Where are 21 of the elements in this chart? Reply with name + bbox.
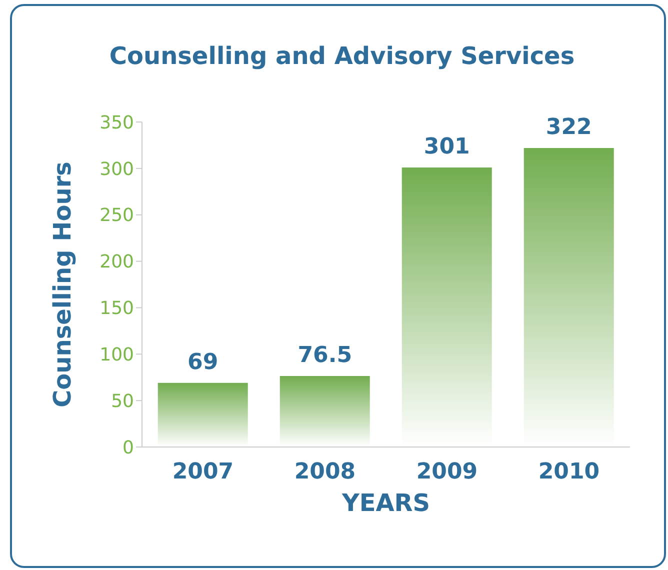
y-tick-label: 150 (100, 298, 134, 320)
x-tick-label: 2008 (294, 460, 356, 485)
x-tick-label: 2009 (416, 460, 478, 485)
x-axis-title: YEARS (340, 489, 430, 517)
y-tick-label: 350 (100, 112, 134, 134)
x-tick-label: 2010 (538, 460, 600, 485)
y-axis-title: Counselling Hours (48, 162, 77, 408)
y-tick-label: 200 (100, 252, 134, 273)
chart-title: Counselling and Advisory Services (108, 42, 576, 70)
data-label: 69 (188, 350, 218, 375)
y-tick-label: 100 (100, 344, 134, 366)
bar (280, 376, 370, 447)
data-label: 301 (424, 134, 470, 160)
data-label: 322 (546, 115, 592, 140)
y-tick-label: 50 (111, 390, 134, 412)
y-tick-label: 250 (100, 205, 134, 226)
y-tick-label: 0 (122, 437, 134, 458)
y-tick-label: 300 (100, 158, 134, 180)
bar (158, 382, 248, 447)
data-label: 76.5 (298, 342, 352, 368)
x-tick-label: 2007 (172, 460, 234, 485)
